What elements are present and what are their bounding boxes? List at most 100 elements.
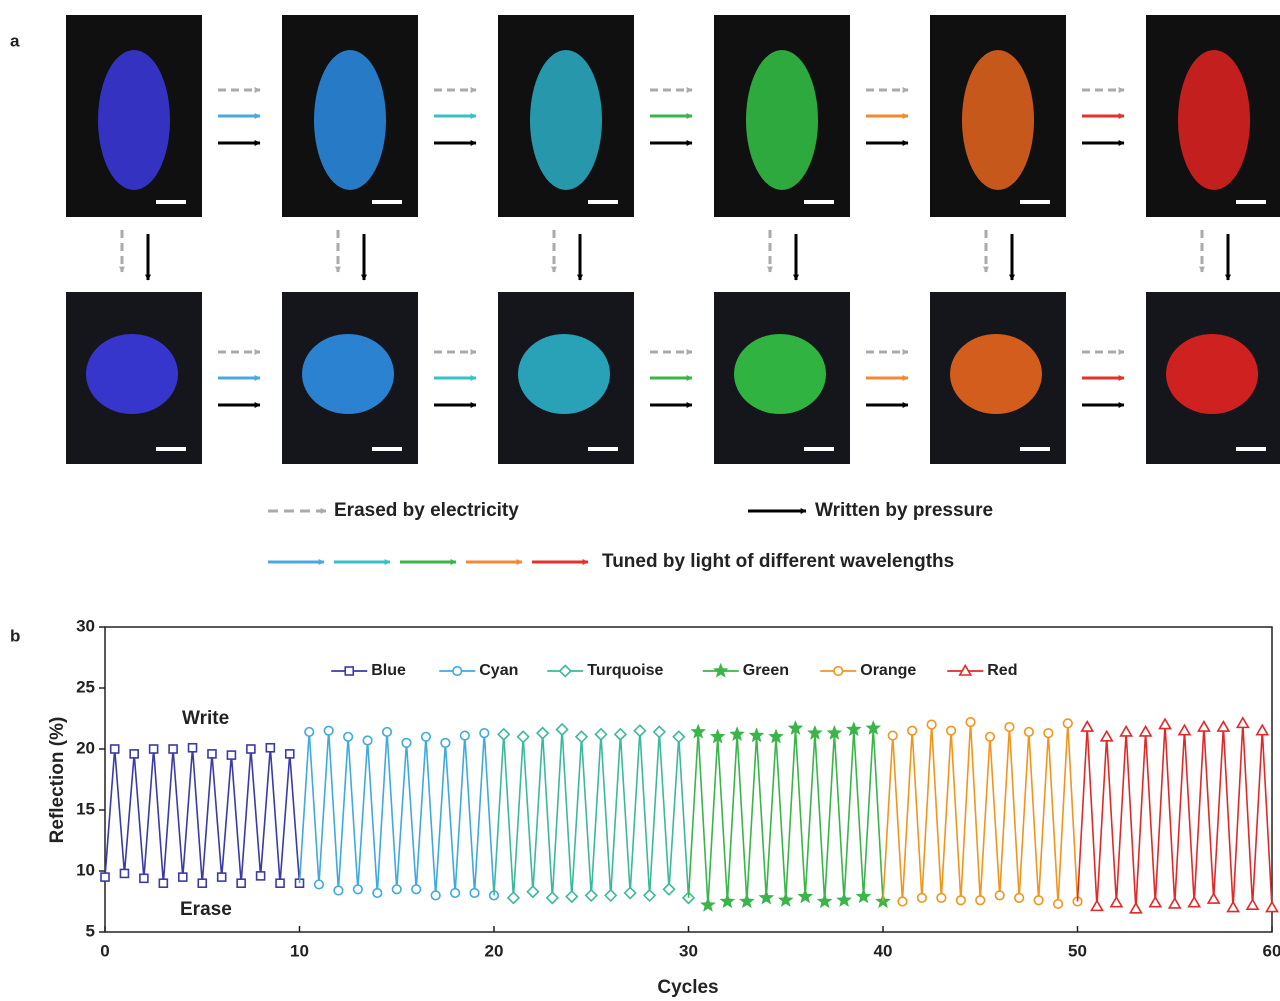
marker xyxy=(508,892,519,903)
marker xyxy=(373,889,382,898)
marker xyxy=(1228,902,1239,912)
series-connector xyxy=(1078,727,1088,901)
marker xyxy=(858,891,869,902)
marker xyxy=(130,750,138,758)
marker xyxy=(947,726,956,735)
legend-item: Cyan xyxy=(439,662,518,679)
marker xyxy=(702,899,713,910)
marker xyxy=(918,894,927,903)
marker xyxy=(227,751,235,759)
marker xyxy=(324,726,333,735)
marker xyxy=(461,731,470,740)
marker xyxy=(1054,900,1063,909)
marker xyxy=(537,728,548,739)
x-tick-label: 0 xyxy=(100,941,109,960)
marker xyxy=(799,891,810,902)
scale-bar xyxy=(1236,447,1266,451)
marker xyxy=(527,886,538,897)
marker xyxy=(761,892,772,903)
photo-figure xyxy=(98,50,170,190)
legend-item: Orange xyxy=(820,662,916,679)
marker xyxy=(712,731,723,742)
x-tick-label: 60 xyxy=(1263,941,1280,960)
legend-item: Blue xyxy=(331,662,406,679)
scale-bar xyxy=(588,200,618,204)
marker xyxy=(605,890,616,901)
marker xyxy=(557,724,568,735)
marker xyxy=(664,884,675,895)
legend-text: Written by pressure xyxy=(815,500,993,521)
marker xyxy=(402,739,411,748)
marker xyxy=(1257,725,1268,735)
series-connector xyxy=(300,732,310,883)
legend-item: Turquoise xyxy=(547,662,663,679)
x-tick-label: 10 xyxy=(290,941,309,960)
marker xyxy=(586,890,597,901)
y-tick-label: 5 xyxy=(86,921,95,940)
marker xyxy=(634,725,645,736)
marker xyxy=(576,731,587,742)
marker xyxy=(644,890,655,901)
marker xyxy=(819,896,830,907)
marker xyxy=(266,744,274,752)
legend-text: Erased by electricity xyxy=(334,500,519,521)
panel-label: a xyxy=(10,31,20,50)
series-line xyxy=(504,729,689,897)
marker xyxy=(560,666,571,677)
marker xyxy=(392,885,401,894)
series-line xyxy=(893,722,1078,904)
marker xyxy=(247,745,255,753)
marker xyxy=(888,731,897,740)
marker xyxy=(1208,894,1219,904)
y-tick-label: 20 xyxy=(76,738,95,757)
scale-bar xyxy=(588,447,618,451)
photo-figure xyxy=(518,334,610,414)
photo-figure xyxy=(86,334,178,414)
marker xyxy=(1034,896,1043,905)
legend-item: Red xyxy=(947,662,1017,679)
marker xyxy=(111,745,119,753)
figure: a b Erased by electricity Written by pre… xyxy=(0,0,1280,1001)
y-axis-label: Reflection (%) xyxy=(47,717,68,844)
scale-bar xyxy=(804,200,834,204)
marker xyxy=(898,897,907,906)
marker xyxy=(1091,901,1102,911)
series-line xyxy=(105,748,300,883)
marker xyxy=(976,896,985,905)
y-tick-label: 15 xyxy=(76,799,95,818)
marker xyxy=(169,745,177,753)
marker xyxy=(927,720,936,729)
marker xyxy=(451,889,460,898)
legend-label: Blue xyxy=(371,662,406,679)
marker xyxy=(198,879,206,887)
series-connector xyxy=(689,732,699,898)
series-line xyxy=(698,728,883,905)
photo-figure xyxy=(1178,50,1250,190)
marker xyxy=(751,730,762,741)
marker xyxy=(790,722,801,733)
marker xyxy=(257,872,265,880)
series-line xyxy=(1087,723,1272,908)
photo-figure xyxy=(950,334,1042,414)
marker xyxy=(1189,897,1200,907)
y-tick-label: 25 xyxy=(76,677,95,696)
scale-bar xyxy=(156,200,186,204)
marker xyxy=(693,726,704,737)
marker xyxy=(159,879,167,887)
marker xyxy=(334,886,343,895)
marker xyxy=(986,733,995,742)
marker xyxy=(1130,903,1141,913)
marker xyxy=(673,731,684,742)
y-tick-label: 30 xyxy=(76,616,95,635)
marker xyxy=(1247,900,1258,910)
photo-figure xyxy=(1166,334,1258,414)
marker xyxy=(1121,726,1132,736)
marker xyxy=(1082,722,1093,732)
marker xyxy=(654,726,665,737)
x-tick-label: 50 xyxy=(1068,941,1087,960)
marker xyxy=(286,750,294,758)
marker xyxy=(625,887,636,898)
marker xyxy=(547,892,558,903)
marker xyxy=(829,727,840,738)
marker xyxy=(422,733,431,742)
